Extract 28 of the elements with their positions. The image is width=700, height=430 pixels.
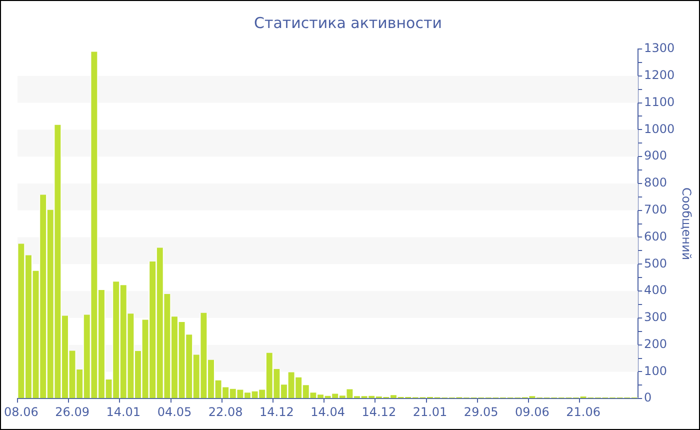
x-tick-label: 29.05 [464,404,498,419]
x-tick-label: 26.09 [55,404,90,419]
y2-axis-title: Сообщений [680,188,694,260]
x-tick-label: 08.06 [4,404,38,419]
y2-tick-label: 100 [644,364,667,378]
chart-title: Статистика активности [254,14,442,32]
y2-tick-label: 500 [644,256,667,270]
y2-tick-label: 400 [644,283,667,298]
y2-tick-label: 1100 [644,94,675,109]
y2-tick-label: 900 [644,148,667,163]
y2-tick-label: 600 [644,229,667,244]
y2-tick-label: 800 [644,176,667,190]
y2-tick-label: 300 [644,310,667,324]
x-tick-label: 04.05 [157,404,192,419]
y2-tick-label: 1300 [644,41,675,56]
x-tick-label: 14.12 [362,404,396,419]
x-tick-label: 14.04 [310,404,345,419]
y2-tick-label: 0 [644,390,652,405]
x-tick-label: 21.01 [412,404,448,419]
x-tick-label: 09.06 [515,404,550,419]
y2-tick-label: 1000 [644,122,675,136]
x-tick-label: 22.08 [208,404,243,419]
y2-tick-label: 200 [644,336,667,351]
x-tick-label: 14.01 [106,404,141,419]
y2-tick-label: 700 [644,202,667,216]
x-tick-label: 14.12 [260,404,294,419]
x-tick-label: 21.06 [566,404,600,419]
y2-tick-label: 1200 [644,68,675,82]
